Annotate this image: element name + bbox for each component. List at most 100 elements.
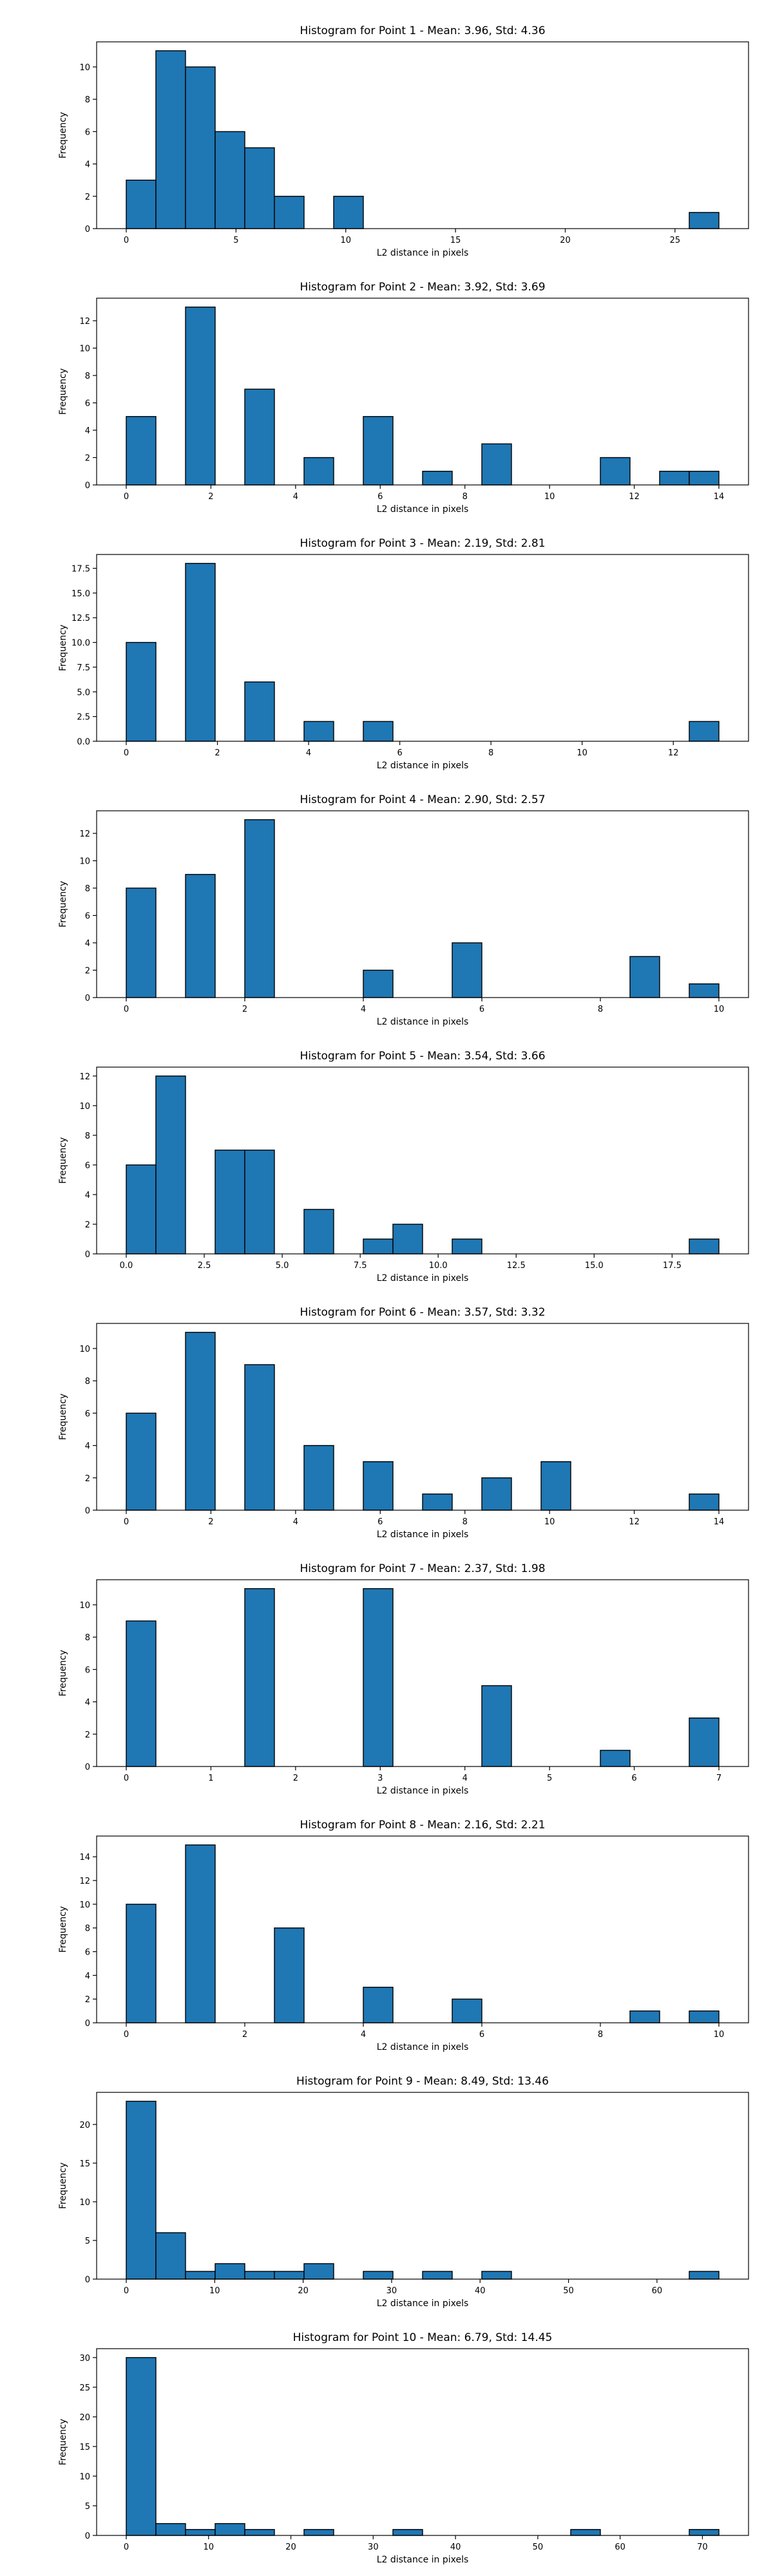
x-tick-label: 6	[397, 748, 402, 758]
x-tick-label: 2	[208, 1517, 213, 1527]
bars	[126, 1844, 720, 2023]
histogram-bar	[185, 1332, 216, 1511]
histogram-bar	[481, 443, 512, 486]
y-axis-label: Frequency	[58, 1650, 68, 1696]
y-tick-label: 4	[85, 1971, 90, 1981]
bars	[126, 563, 720, 742]
y-tick-label: 20	[79, 2413, 90, 2423]
histogram-bar	[274, 1927, 305, 2023]
histogram-bar	[689, 721, 720, 742]
histogram-bar	[244, 1150, 275, 1255]
plot-frame	[96, 1579, 749, 1767]
histogram-bar	[155, 2523, 186, 2536]
y-tick-label: 6	[85, 1409, 90, 1419]
x-tick-label: 40	[475, 2286, 486, 2296]
histogram-bar	[244, 819, 275, 998]
y-tick-label: 6	[85, 1161, 90, 1171]
histogram-bar	[600, 1750, 631, 1767]
histogram-bar	[363, 1588, 394, 1767]
x-tick-label: 12.5	[507, 1261, 526, 1271]
x-tick-label: 4	[463, 1774, 468, 1783]
histogram-bar	[689, 212, 720, 229]
histogram-bar	[185, 2271, 216, 2280]
histogram-bar	[126, 1164, 157, 1255]
histogram-bar	[303, 2263, 334, 2280]
x-tick-label: 14	[714, 1517, 725, 1527]
plot-frame	[96, 41, 749, 229]
histogram-bar	[303, 457, 334, 486]
histogram-bar	[155, 2232, 186, 2280]
x-tick-label: 4	[306, 748, 311, 758]
y-tick-label: 12	[79, 829, 90, 839]
y-tick-label: 10	[79, 1102, 90, 1112]
x-tick-label: 2	[242, 1005, 247, 1014]
x-tick-label: 15	[450, 236, 461, 245]
x-tick-label: 0	[124, 1005, 129, 1014]
histogram-chart: Histogram for Point 10 - Mean: 6.79, Std…	[58, 2331, 749, 2565]
plot-frame	[96, 1066, 749, 1255]
x-tick-label: 8	[463, 1517, 468, 1527]
bars	[126, 1332, 720, 1511]
histogram-bar	[629, 2010, 660, 2023]
x-tick-label: 4	[293, 492, 298, 502]
histogram-bar	[126, 179, 157, 229]
x-tick-label: 12	[629, 1517, 640, 1527]
y-tick-label: 8	[85, 1377, 90, 1387]
histogram-bar	[363, 969, 394, 998]
histogram-bar	[689, 2010, 720, 2023]
y-tick-label: 14	[79, 1853, 90, 1862]
x-tick-label: 2	[208, 492, 213, 502]
y-tick-label: 10	[79, 1601, 90, 1611]
histogram-bar	[689, 983, 720, 998]
histogram-bar	[689, 1717, 720, 1767]
x-tick-label: 5	[233, 236, 238, 245]
y-tick-label: 10	[79, 1900, 90, 1910]
plot-frame	[96, 2092, 749, 2280]
x-tick-label: 12	[629, 492, 640, 502]
x-tick-label: 3	[377, 1774, 383, 1783]
histogram-bar	[689, 1238, 720, 1255]
histogram-bar	[185, 1844, 216, 2023]
x-tick-label: 10	[209, 2286, 220, 2296]
y-axis-label: Frequency	[58, 112, 68, 158]
y-tick-label: 6	[85, 399, 90, 409]
histogram-bar	[303, 1209, 334, 1255]
y-tick-label: 0	[85, 1506, 90, 1516]
histogram-bar	[126, 1620, 157, 1767]
x-axis-label: L2 distance in pixels	[377, 1273, 469, 1283]
histogram-bar	[244, 147, 275, 229]
y-tick-label: 7.5	[77, 663, 90, 673]
x-tick-label: 70	[697, 2543, 708, 2552]
histogram-bar	[244, 1364, 275, 1511]
histogram-chart: Histogram for Point 9 - Mean: 8.49, Std:…	[58, 2075, 749, 2309]
x-tick-label: 6	[631, 1774, 636, 1783]
x-tick-label: 10	[544, 1517, 555, 1527]
y-tick-label: 2	[85, 1220, 90, 1230]
y-tick-label: 8	[85, 1924, 90, 1934]
x-tick-label: 8	[463, 492, 468, 502]
x-tick-label: 10	[577, 748, 587, 758]
histogram-bar	[303, 721, 334, 742]
x-tick-label: 7	[716, 1774, 721, 1783]
histogram-chart: Histogram for Point 5 - Mean: 3.54, Std:…	[58, 1050, 749, 1283]
histogram-bar	[689, 2529, 720, 2536]
plot-frame	[96, 810, 749, 998]
x-tick-label: 12	[668, 748, 679, 758]
y-tick-label: 6	[85, 912, 90, 922]
y-tick-label: 0	[85, 2532, 90, 2541]
y-tick-label: 5.0	[77, 688, 90, 697]
histogram-bar	[244, 388, 275, 486]
chart-title: Histogram for Point 9 - Mean: 8.49, Std:…	[296, 2075, 549, 2088]
y-tick-label: 4	[85, 939, 90, 949]
plot-frame	[96, 298, 749, 486]
x-tick-label: 10	[714, 1005, 725, 1014]
x-tick-label: 0	[124, 1774, 129, 1783]
x-tick-label: 4	[293, 1517, 298, 1527]
y-tick-label: 2	[85, 454, 90, 464]
y-tick-label: 8	[85, 372, 90, 381]
histogram-bar	[244, 1588, 275, 1767]
chart-title: Histogram for Point 8 - Mean: 2.16, Std:…	[300, 1819, 545, 1832]
x-tick-label: 0	[124, 236, 129, 245]
plot-frame	[96, 554, 749, 742]
